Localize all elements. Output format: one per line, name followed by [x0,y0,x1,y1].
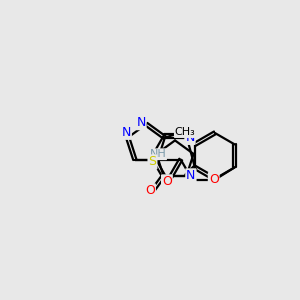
Text: CH₃: CH₃ [175,127,196,137]
Text: N: N [185,131,195,144]
Text: N: N [186,169,196,182]
Text: N: N [122,126,131,139]
Text: NH: NH [149,149,166,159]
Text: O: O [145,184,155,197]
Text: S: S [148,155,157,168]
Text: O: O [162,175,172,188]
Text: N: N [136,116,146,129]
Text: O: O [209,173,219,186]
